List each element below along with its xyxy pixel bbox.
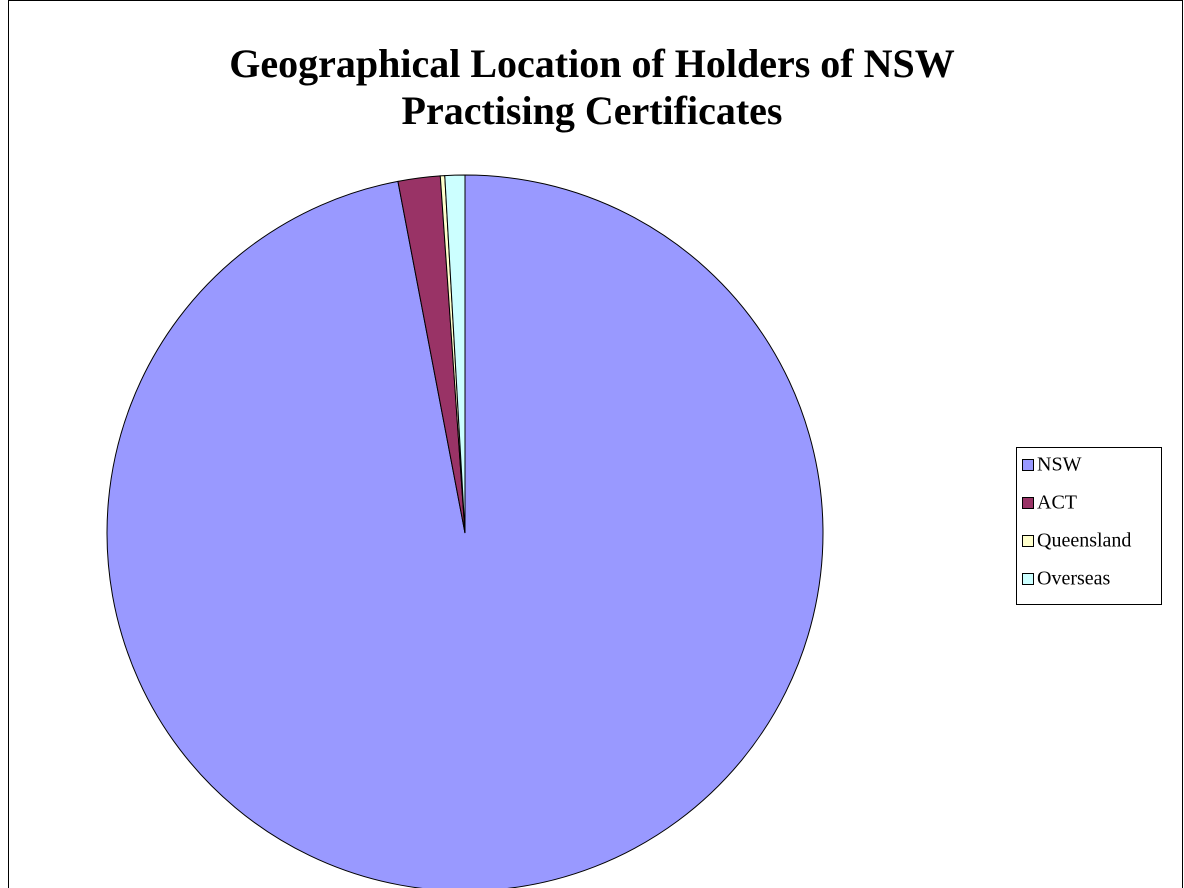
chart-title: Geographical Location of Holders of NSW … — [229, 41, 955, 133]
legend-label: NSW — [1037, 454, 1082, 476]
legend-swatch — [1022, 459, 1034, 471]
legend-swatch — [1022, 535, 1034, 547]
legend-label: Overseas — [1037, 568, 1111, 590]
legend-swatch — [1022, 573, 1034, 585]
pie — [106, 174, 824, 888]
chart-border — [8, 0, 1183, 888]
legend-swatch — [1022, 497, 1034, 509]
legend: NSW ACT Queensland Overseas — [1016, 447, 1162, 605]
legend-label: Queensland — [1037, 530, 1131, 552]
pie-slice — [444, 174, 466, 534]
legend-box — [1016, 447, 1162, 605]
legend-label: ACT — [1037, 492, 1077, 514]
